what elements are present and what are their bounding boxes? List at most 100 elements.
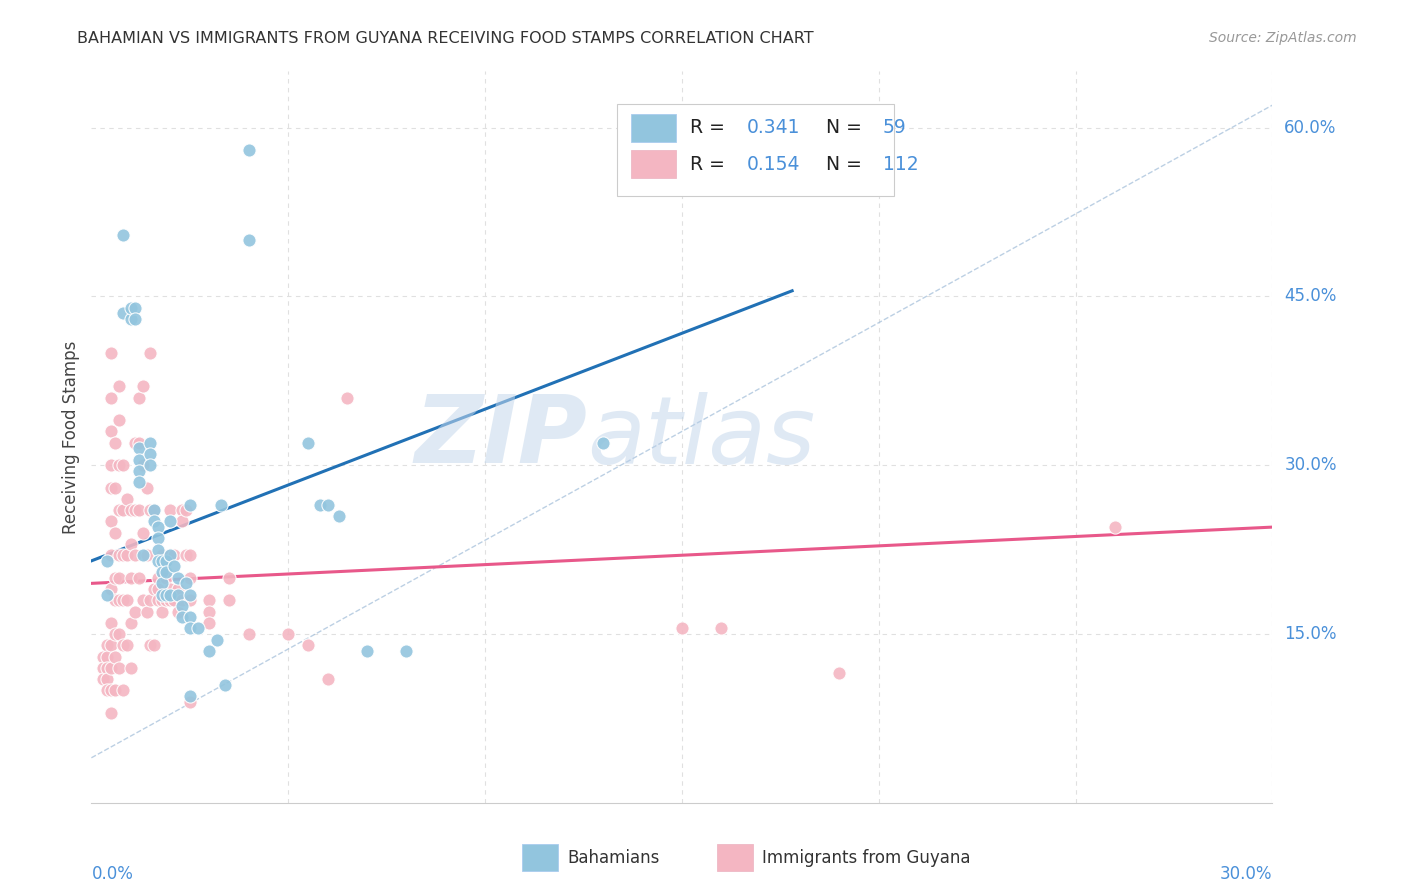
Point	[139, 345, 162, 359]
Point	[128, 391, 150, 405]
Point	[120, 615, 142, 630]
Point	[155, 593, 177, 607]
Point	[128, 435, 150, 450]
Point	[131, 458, 153, 473]
Point	[150, 576, 173, 591]
Text: N =: N =	[825, 154, 868, 174]
Text: 30.0%: 30.0%	[1284, 456, 1337, 475]
Point	[148, 593, 170, 607]
Point	[124, 301, 146, 315]
Point	[139, 447, 162, 461]
Point	[159, 582, 181, 596]
Point	[96, 672, 118, 686]
Point	[120, 537, 142, 551]
Point	[297, 435, 319, 450]
Point	[124, 548, 146, 562]
Point	[115, 593, 138, 607]
Point	[143, 503, 166, 517]
Point	[100, 345, 122, 359]
Text: 30.0%: 30.0%	[1220, 864, 1272, 883]
Text: N =: N =	[825, 118, 868, 137]
Point	[828, 666, 851, 681]
Point	[163, 548, 186, 562]
Text: 45.0%: 45.0%	[1284, 287, 1337, 305]
Point	[170, 503, 193, 517]
Point	[131, 548, 153, 562]
Point	[131, 525, 153, 540]
Point	[198, 593, 221, 607]
Point	[316, 498, 339, 512]
Point	[100, 638, 122, 652]
Point	[100, 683, 122, 698]
Point	[100, 481, 122, 495]
Point	[238, 143, 260, 157]
Point	[143, 638, 166, 652]
Point	[96, 661, 118, 675]
Point	[170, 593, 193, 607]
Point	[148, 571, 170, 585]
Text: BAHAMIAN VS IMMIGRANTS FROM GUYANA RECEIVING FOOD STAMPS CORRELATION CHART: BAHAMIAN VS IMMIGRANTS FROM GUYANA RECEI…	[77, 31, 814, 46]
Point	[96, 554, 118, 568]
Point	[179, 610, 201, 624]
Point	[159, 515, 181, 529]
Point	[328, 508, 350, 523]
Point	[159, 503, 181, 517]
Point	[179, 548, 201, 562]
Point	[120, 301, 142, 315]
Point	[179, 694, 201, 708]
Point	[238, 233, 260, 247]
Point	[155, 565, 177, 579]
Point	[104, 649, 127, 664]
Point	[108, 627, 131, 641]
Point	[111, 593, 134, 607]
Point	[91, 649, 114, 664]
Point	[115, 548, 138, 562]
Point	[150, 593, 173, 607]
Text: 112: 112	[883, 154, 918, 174]
Point	[108, 661, 131, 675]
Point	[111, 548, 134, 562]
Point	[104, 435, 127, 450]
Point	[139, 458, 162, 473]
Point	[167, 582, 190, 596]
Text: 59: 59	[883, 118, 907, 137]
Y-axis label: Receiving Food Stamps: Receiving Food Stamps	[62, 341, 80, 533]
Point	[179, 588, 201, 602]
Text: Immigrants from Guyana: Immigrants from Guyana	[762, 848, 970, 867]
Point	[100, 515, 122, 529]
Point	[100, 706, 122, 720]
Point	[148, 542, 170, 557]
Point	[308, 498, 330, 512]
Point	[143, 515, 166, 529]
Point	[128, 475, 150, 489]
Point	[218, 571, 240, 585]
Point	[135, 548, 157, 562]
Point	[128, 503, 150, 517]
Point	[155, 554, 177, 568]
Point	[671, 621, 693, 635]
Point	[214, 678, 236, 692]
Point	[150, 605, 173, 619]
Text: Source: ZipAtlas.com: Source: ZipAtlas.com	[1209, 31, 1357, 45]
Point	[96, 588, 118, 602]
Point	[115, 491, 138, 506]
Text: Bahamians: Bahamians	[568, 848, 659, 867]
Text: R =: R =	[690, 118, 731, 137]
Point	[174, 576, 197, 591]
Point	[163, 593, 186, 607]
Point	[131, 593, 153, 607]
Point	[111, 638, 134, 652]
Point	[124, 435, 146, 450]
Point	[128, 452, 150, 467]
Text: 0.0%: 0.0%	[91, 864, 134, 883]
Point	[128, 464, 150, 478]
Point	[356, 644, 378, 658]
Point	[1104, 520, 1126, 534]
Point	[170, 610, 193, 624]
Point	[120, 503, 142, 517]
Point	[198, 615, 221, 630]
FancyBboxPatch shape	[717, 845, 752, 871]
Text: 15.0%: 15.0%	[1284, 625, 1337, 643]
Point	[179, 571, 201, 585]
Point	[167, 588, 190, 602]
